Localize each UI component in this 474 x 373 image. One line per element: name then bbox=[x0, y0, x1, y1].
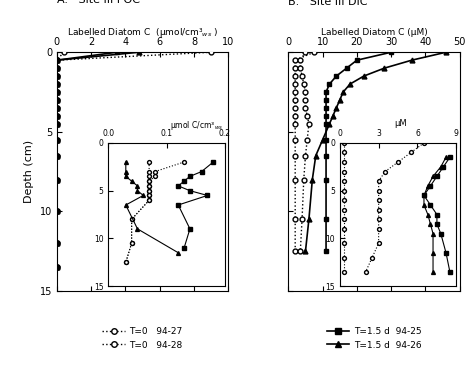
X-axis label: Labelled Diatom C  (μmol/cm³$_{ws}$ ): Labelled Diatom C (μmol/cm³$_{ws}$ ) bbox=[67, 26, 218, 38]
Text: μM: μM bbox=[395, 119, 407, 128]
Text: μmol C/cm³$_{ws}$: μmol C/cm³$_{ws}$ bbox=[170, 119, 223, 132]
Legend: T=0   94-27, T=0   94-28: T=0 94-27, T=0 94-28 bbox=[99, 323, 186, 353]
Y-axis label: Depth (cm): Depth (cm) bbox=[24, 140, 34, 203]
X-axis label: Labelled Diatom C (μM): Labelled Diatom C (μM) bbox=[321, 28, 428, 37]
Text: A.   Site III POC: A. Site III POC bbox=[57, 0, 140, 5]
Legend: T=1.5 d  94-25, T=1.5 d  94-26: T=1.5 d 94-25, T=1.5 d 94-26 bbox=[323, 323, 425, 353]
Text: B.   Site III DIC: B. Site III DIC bbox=[288, 0, 368, 7]
